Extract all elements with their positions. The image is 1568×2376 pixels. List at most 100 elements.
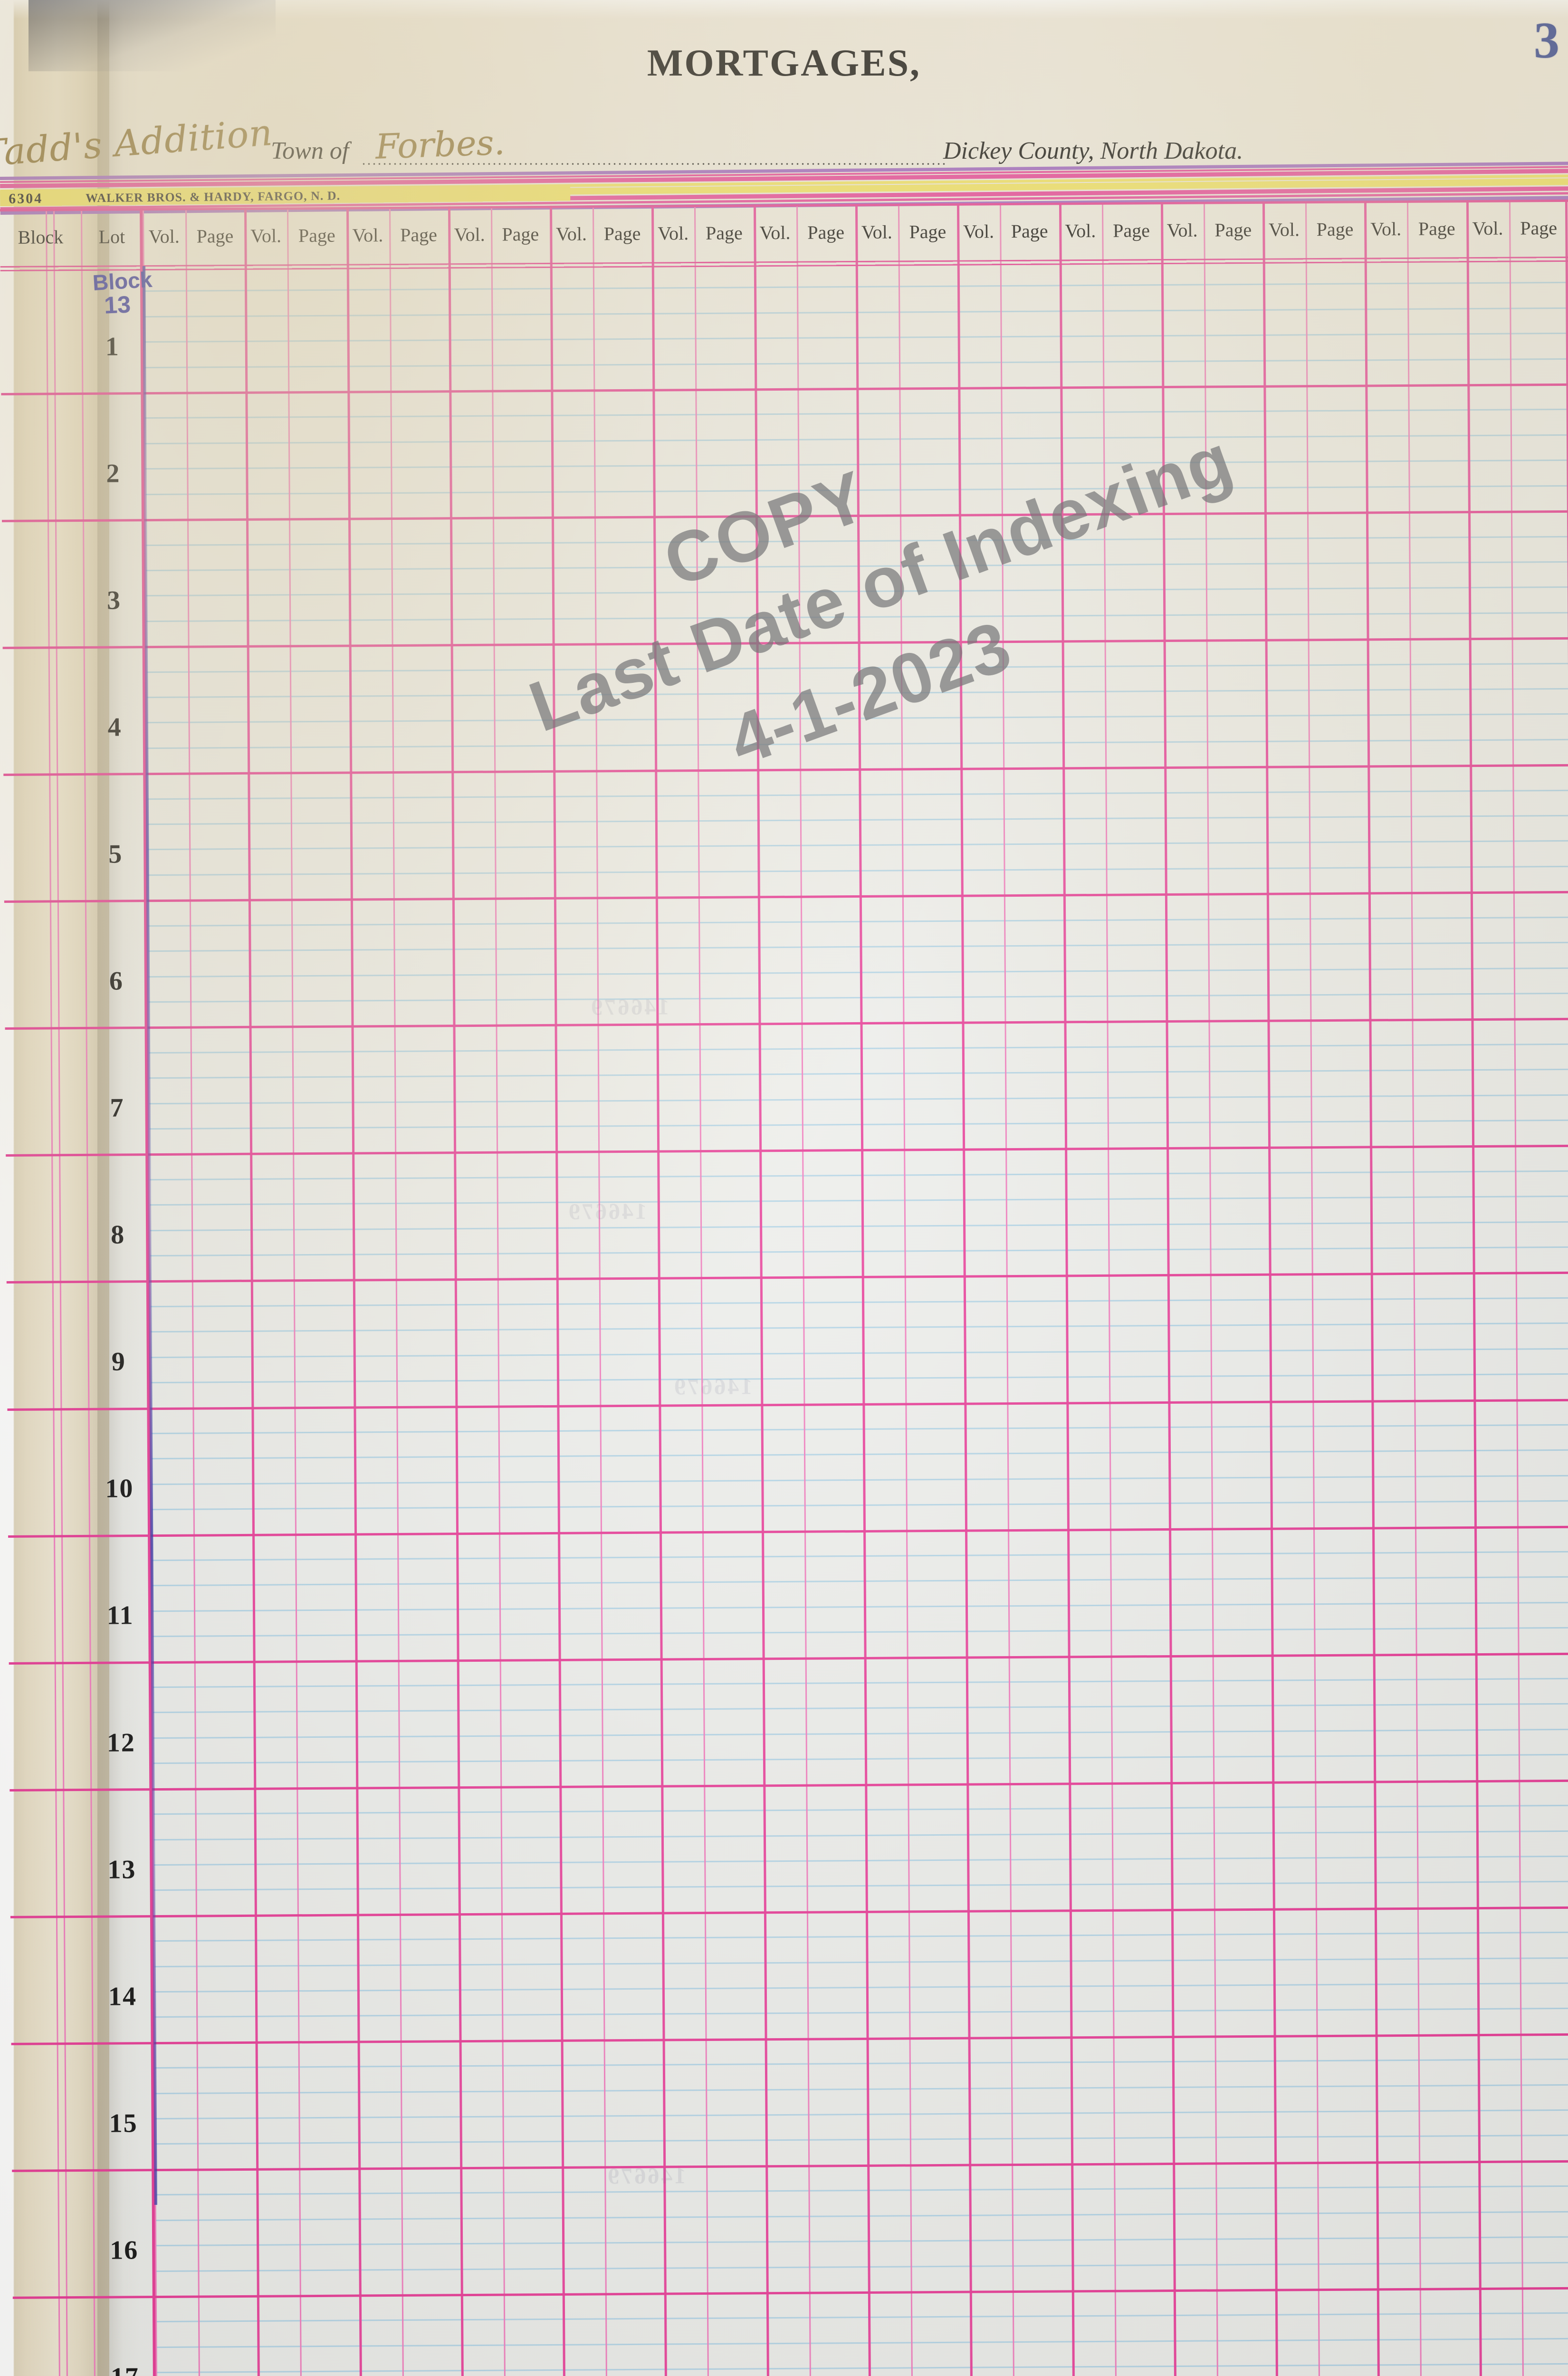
rule-row-13	[10, 1906, 1568, 1918]
rule-right-edge	[1565, 199, 1568, 2376]
rule-pair-8-start	[957, 203, 973, 2376]
column-header-page-10: Page	[1112, 220, 1150, 241]
feint-line	[147, 967, 1568, 977]
ledger-table: Block Lot Vol. Page Vol. Page Vol. Page Vol. Page…	[0, 199, 1568, 2376]
column-header-vol-4: Vol.	[454, 223, 485, 246]
lot-number: 6	[109, 966, 124, 996]
column-header-page-6: Page	[705, 222, 743, 244]
column-header-page-13: Page	[1418, 218, 1455, 240]
feint-line	[144, 485, 1568, 495]
feint-line	[153, 1855, 1568, 1866]
column-header-page-2: Page	[298, 224, 335, 247]
rule-pair-6-start	[753, 204, 770, 2376]
feint-line	[153, 2008, 1568, 2018]
rule-row-15	[12, 2160, 1568, 2172]
rule-row-1	[1, 383, 1568, 396]
rule-row-5	[4, 891, 1568, 903]
feint-line	[147, 941, 1568, 952]
feint-line	[149, 1246, 1568, 1257]
lot-number: 8	[111, 1220, 125, 1250]
column-header-page-4: Page	[502, 223, 539, 245]
feint-line	[145, 688, 1568, 699]
lot-number: 2	[106, 459, 121, 489]
feint-line	[148, 1119, 1568, 1130]
ledger-grid: Block Lot Vol. Page Vol. Page Vol. Page Vol. Page…	[0, 199, 1568, 2376]
rule-row-10	[8, 1525, 1568, 1538]
rule-row-12	[10, 1779, 1568, 1792]
lot-number: 3	[106, 585, 122, 615]
feint-line	[150, 1373, 1568, 1384]
lot-number: 15	[109, 2108, 138, 2138]
rule-row-6	[5, 1018, 1568, 1030]
column-header-vol-5: Vol.	[555, 223, 587, 245]
rule-pair-13-start	[1466, 200, 1482, 2376]
feint-line	[154, 2211, 1568, 2221]
column-header-vol-6: Vol.	[658, 222, 689, 244]
rule-row-7	[6, 1145, 1568, 1157]
column-header-page-12: Page	[1316, 218, 1354, 240]
rule-pair-11-start	[1262, 201, 1279, 2376]
feint-line	[145, 713, 1568, 724]
lot-number: 16	[110, 2235, 139, 2265]
column-header-lot: Lot	[98, 226, 125, 248]
rule-block-lot-divider	[80, 208, 96, 2376]
feint-line	[149, 1297, 1568, 1307]
rule-pair-1-mid	[287, 207, 302, 2376]
column-header-block: Block	[18, 226, 64, 248]
rule-pair-7-mid	[898, 203, 913, 2376]
feint-line	[155, 2236, 1568, 2247]
bleed-through-ghost: 146679	[606, 2163, 686, 2189]
rule-row-11	[9, 1652, 1568, 1665]
feint-line	[154, 2135, 1568, 2145]
rule-pair-2-start	[346, 207, 363, 2376]
lot-number: 12	[106, 1727, 135, 1758]
rule-pair-1-start	[244, 207, 260, 2376]
column-header-vol-3: Vol.	[352, 224, 383, 246]
feint-line	[144, 434, 1568, 445]
lot-number: 13	[107, 1854, 136, 1885]
feint-line	[151, 1601, 1568, 1612]
feint-line	[146, 814, 1568, 825]
rule-pair-5-start	[651, 205, 668, 2376]
feint-line	[143, 409, 1568, 419]
rule-row-2	[1, 510, 1568, 523]
rule-pair-6-mid	[796, 204, 812, 2376]
feint-line	[150, 1500, 1568, 1511]
lot-number: 17	[104, 2362, 146, 2376]
rule-pair-4-mid	[593, 205, 608, 2376]
rule-pair-0-mid	[185, 208, 201, 2376]
rule-pair-12-start	[1364, 201, 1380, 2376]
rule-row-16	[12, 2287, 1568, 2299]
column-header-page-1: Page	[196, 225, 234, 247]
feint-line	[151, 1551, 1568, 1562]
feint-line	[155, 2363, 1568, 2374]
feint-line	[155, 2261, 1568, 2272]
rule-left-edge-2	[53, 209, 68, 2376]
feint-line	[144, 536, 1568, 546]
feint-line	[153, 1881, 1568, 1891]
feint-line	[154, 2185, 1568, 2196]
feint-line	[144, 561, 1568, 572]
rule-pair-11-mid	[1305, 201, 1320, 2376]
feint-line	[155, 2338, 1568, 2348]
bleed-through-ghost: 146679	[566, 1198, 647, 1225]
column-header-vol-14: Vol.	[1472, 217, 1503, 240]
rule-pair-5-mid	[694, 205, 709, 2376]
rule-pair-2-mid	[389, 206, 404, 2376]
feint-line	[150, 1449, 1568, 1460]
feint-line	[153, 2059, 1568, 2069]
bleed-through-ghost: 146679	[672, 1374, 753, 1400]
rule-header-bottom	[0, 256, 1568, 271]
lot-number: 1	[105, 332, 120, 362]
column-header-vol-13: Vol.	[1370, 218, 1402, 240]
rule-left-edge	[45, 209, 61, 2376]
lot-number: 14	[108, 1981, 137, 2012]
column-header-page-5: Page	[603, 222, 641, 245]
feint-line	[154, 2109, 1568, 2120]
imprint-number: 6304	[9, 191, 43, 207]
town-value-handwriting: Forbes.	[374, 122, 506, 167]
feint-line	[147, 1043, 1568, 1054]
column-header-page-7: Page	[807, 221, 845, 243]
feint-line	[150, 1424, 1568, 1435]
